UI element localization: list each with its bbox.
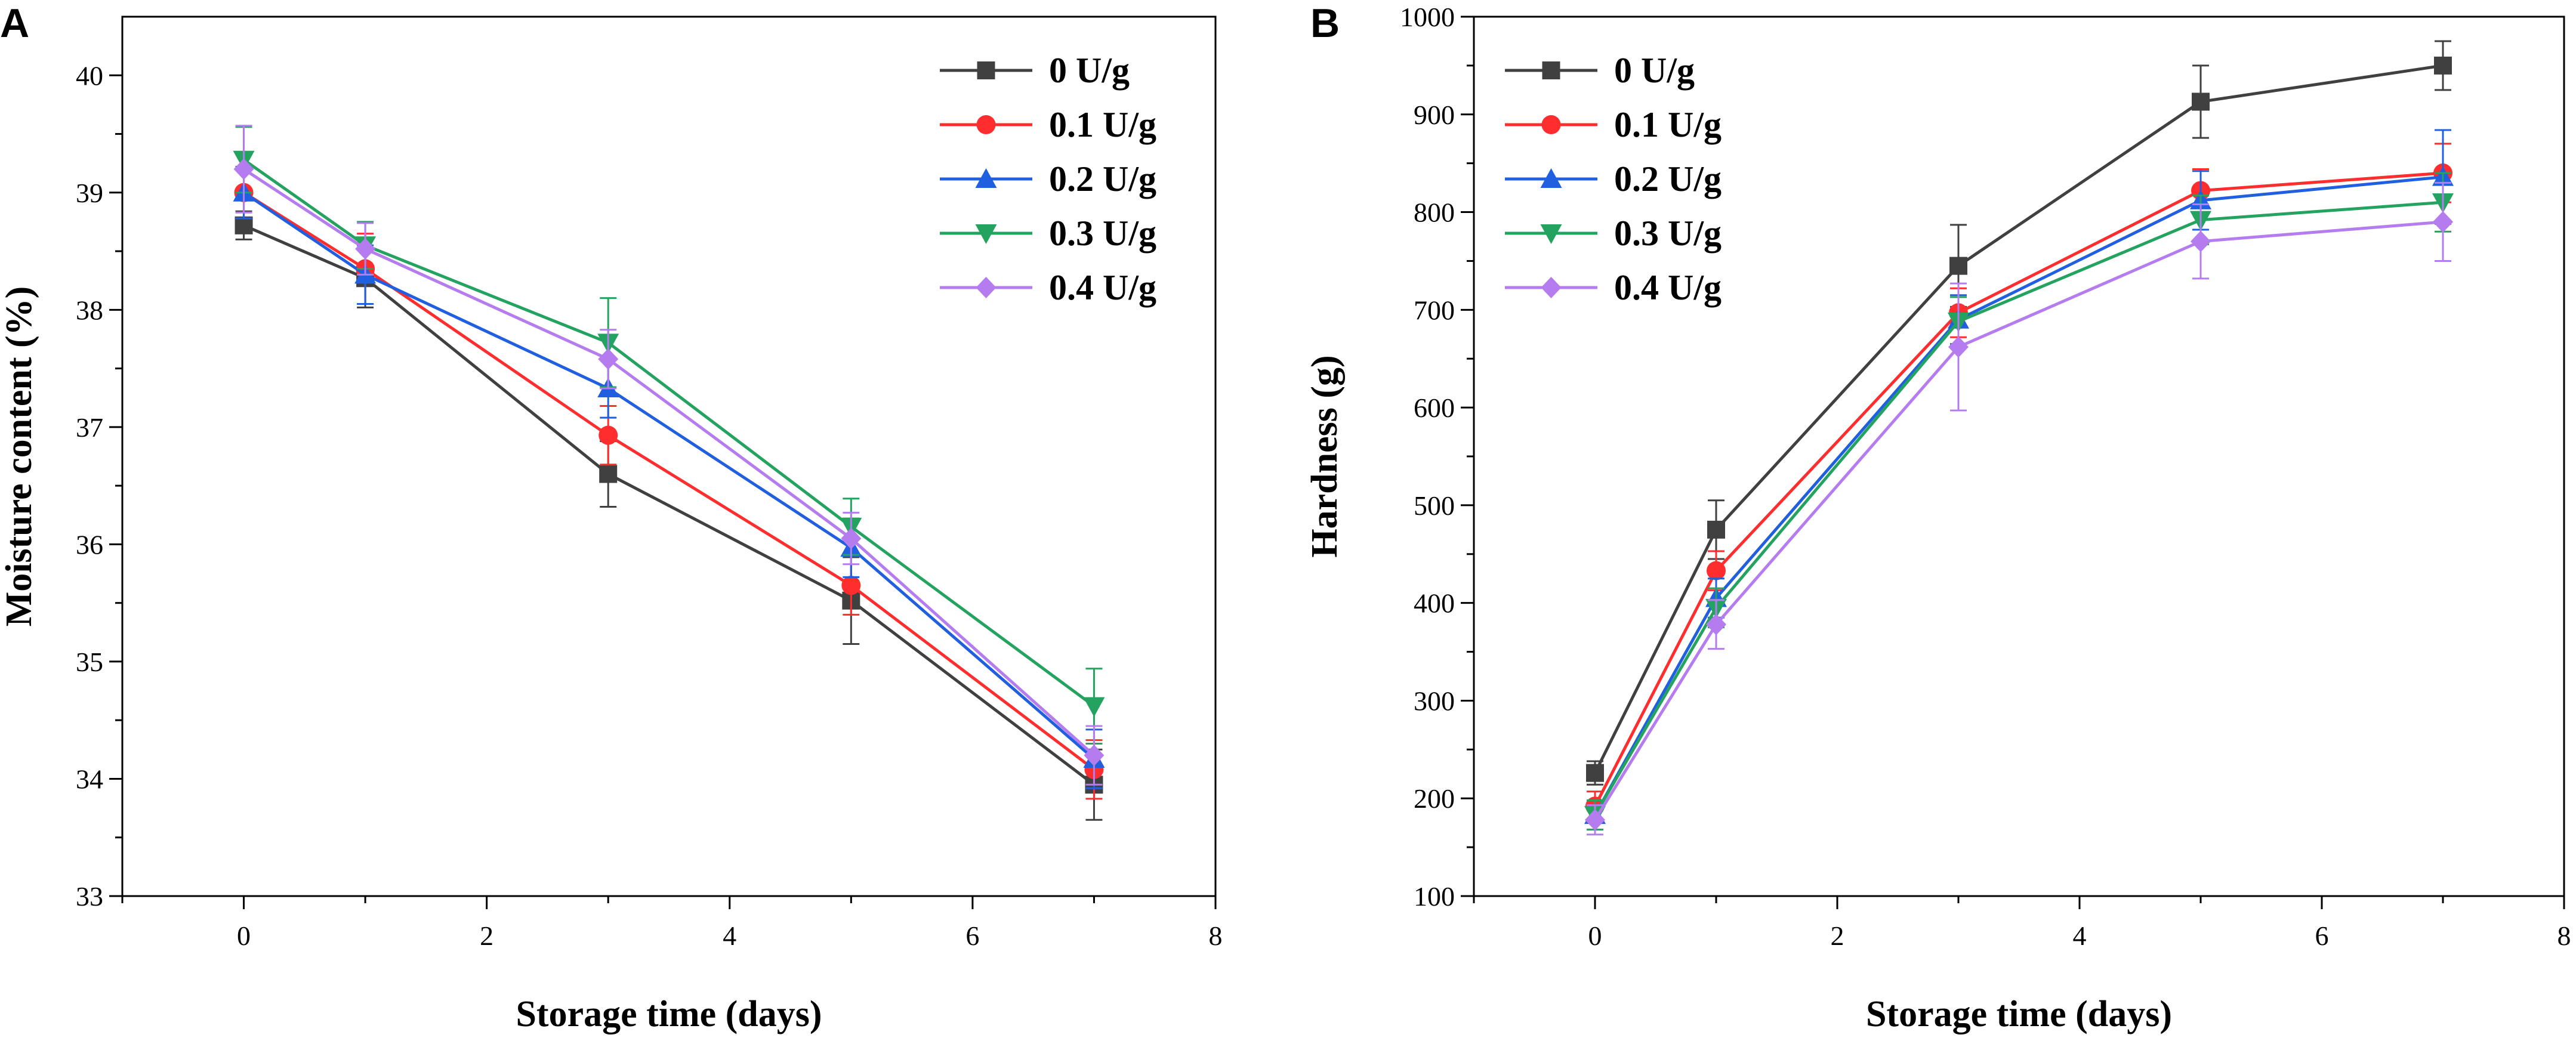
panel-label: B <box>1310 1 1340 46</box>
y-tick-label: 300 <box>1414 685 1455 716</box>
legend-label: 0.4 U/g <box>1614 268 1722 307</box>
legend-label: 0.2 U/g <box>1049 159 1156 199</box>
x-tick-label: 6 <box>965 921 979 951</box>
x-tick-label: 2 <box>480 921 493 951</box>
y-tick-label: 900 <box>1414 100 1455 130</box>
data-point <box>1706 613 1726 635</box>
x-tick-label: 6 <box>2315 921 2329 951</box>
y-tick-label: 800 <box>1414 197 1455 228</box>
series-line <box>1593 175 2444 816</box>
plot-frame <box>121 16 1217 897</box>
legend-label: 0.1 U/g <box>1614 105 1722 144</box>
legend-marker <box>975 168 997 188</box>
x-tick-label: 4 <box>723 921 736 951</box>
data-point <box>2191 230 2211 252</box>
chart-panel-a: A 0 2 4 6 8 33 34 35 36 37 38 39 40 Storage time (days… <box>0 1 1223 1034</box>
y-tick-label: 600 <box>1414 393 1455 423</box>
series-line <box>243 168 1096 757</box>
legend-label: 0.3 U/g <box>1049 214 1156 253</box>
x-tick-label: 8 <box>1209 921 1223 951</box>
y-tick-label: 500 <box>1414 490 1455 521</box>
data-point <box>1707 520 1725 539</box>
series-0-3-u-g <box>233 126 1105 745</box>
legend-label: 0.1 U/g <box>1049 105 1156 144</box>
data-point <box>1949 257 1967 275</box>
series-line <box>1593 171 2444 807</box>
legend: 0 U/g 0.1 U/g 0.2 U/g 0.3 U/g 0.4 U/g <box>1505 51 1722 307</box>
panel-label: A <box>0 1 29 46</box>
data-point <box>1586 764 1604 782</box>
data-point <box>1585 809 1605 831</box>
data-point <box>235 216 253 234</box>
legend-marker <box>976 115 996 134</box>
y-tick-label: 38 <box>76 295 103 325</box>
data-point <box>1084 745 1105 767</box>
x-tick-label: 0 <box>237 921 251 951</box>
data-point <box>1707 561 1726 580</box>
data-point <box>2433 211 2453 233</box>
x-axis-title: Storage time (days) <box>1866 994 2172 1034</box>
data-point <box>1083 697 1105 717</box>
y-tick-label: 700 <box>1414 295 1455 325</box>
x-axis-title: Storage time (days) <box>516 994 822 1034</box>
legend-label: 0.4 U/g <box>1049 268 1156 307</box>
y-tick-label: 33 <box>76 881 103 912</box>
data-point <box>598 348 619 370</box>
x-tick-label: 8 <box>2558 921 2571 951</box>
y-tick-label: 37 <box>76 412 103 443</box>
data-point <box>355 238 376 260</box>
legend-marker <box>977 61 995 79</box>
series-line <box>243 224 1095 786</box>
y-tick-label: 100 <box>1414 881 1455 912</box>
series-line <box>1593 200 2444 816</box>
y-tick-label: 39 <box>76 178 103 208</box>
data-point <box>841 576 861 595</box>
data-point <box>1948 336 1969 358</box>
legend-label: 0.3 U/g <box>1614 214 1722 253</box>
y-axis-title: Moisture content (%) <box>0 286 39 627</box>
data-point <box>599 425 618 445</box>
series-0-4-u-g <box>233 125 1105 786</box>
legend-marker <box>1541 277 1562 298</box>
series-line <box>1593 64 2444 774</box>
data-point <box>2434 56 2452 75</box>
data-point <box>841 527 862 549</box>
y-tick-label: 1000 <box>1400 2 1455 32</box>
legend-marker <box>1540 168 1562 188</box>
data-point <box>2192 92 2210 111</box>
chart-panel-b: B 0 2 4 6 8 100 200 300 400 500 600 700 800 900 1000 Sto… <box>1304 1 2571 1034</box>
legend-marker <box>1540 224 1562 244</box>
series-0-u-g <box>1586 40 2452 786</box>
series-0-4-u-g <box>1585 181 2453 836</box>
legend-marker <box>1541 115 1561 134</box>
x-tick-label: 2 <box>1831 921 1844 951</box>
y-axis-title: Hardness (g) <box>1304 355 1345 557</box>
y-tick-label: 35 <box>76 647 103 677</box>
y-tick-label: 40 <box>76 60 103 91</box>
legend-marker <box>975 224 997 244</box>
legend-marker <box>1542 61 1560 79</box>
y-tick-label: 200 <box>1414 783 1455 814</box>
y-tick-label: 400 <box>1414 588 1455 619</box>
legend-label: 0 U/g <box>1049 51 1130 90</box>
plot-frame <box>1473 16 2565 897</box>
y-tick-label: 34 <box>76 764 103 794</box>
x-tick-label: 0 <box>1588 921 1602 951</box>
y-tick-label: 36 <box>76 529 103 560</box>
legend: 0 U/g 0.1 U/g 0.2 U/g 0.3 U/g 0.4 U/g <box>940 51 1156 307</box>
x-tick-label: 4 <box>2073 921 2087 951</box>
legend-label: 0.2 U/g <box>1614 159 1722 199</box>
legend-label: 0 U/g <box>1614 51 1695 90</box>
legend-marker <box>976 277 997 298</box>
data-point <box>233 158 254 180</box>
data-point <box>599 465 618 483</box>
